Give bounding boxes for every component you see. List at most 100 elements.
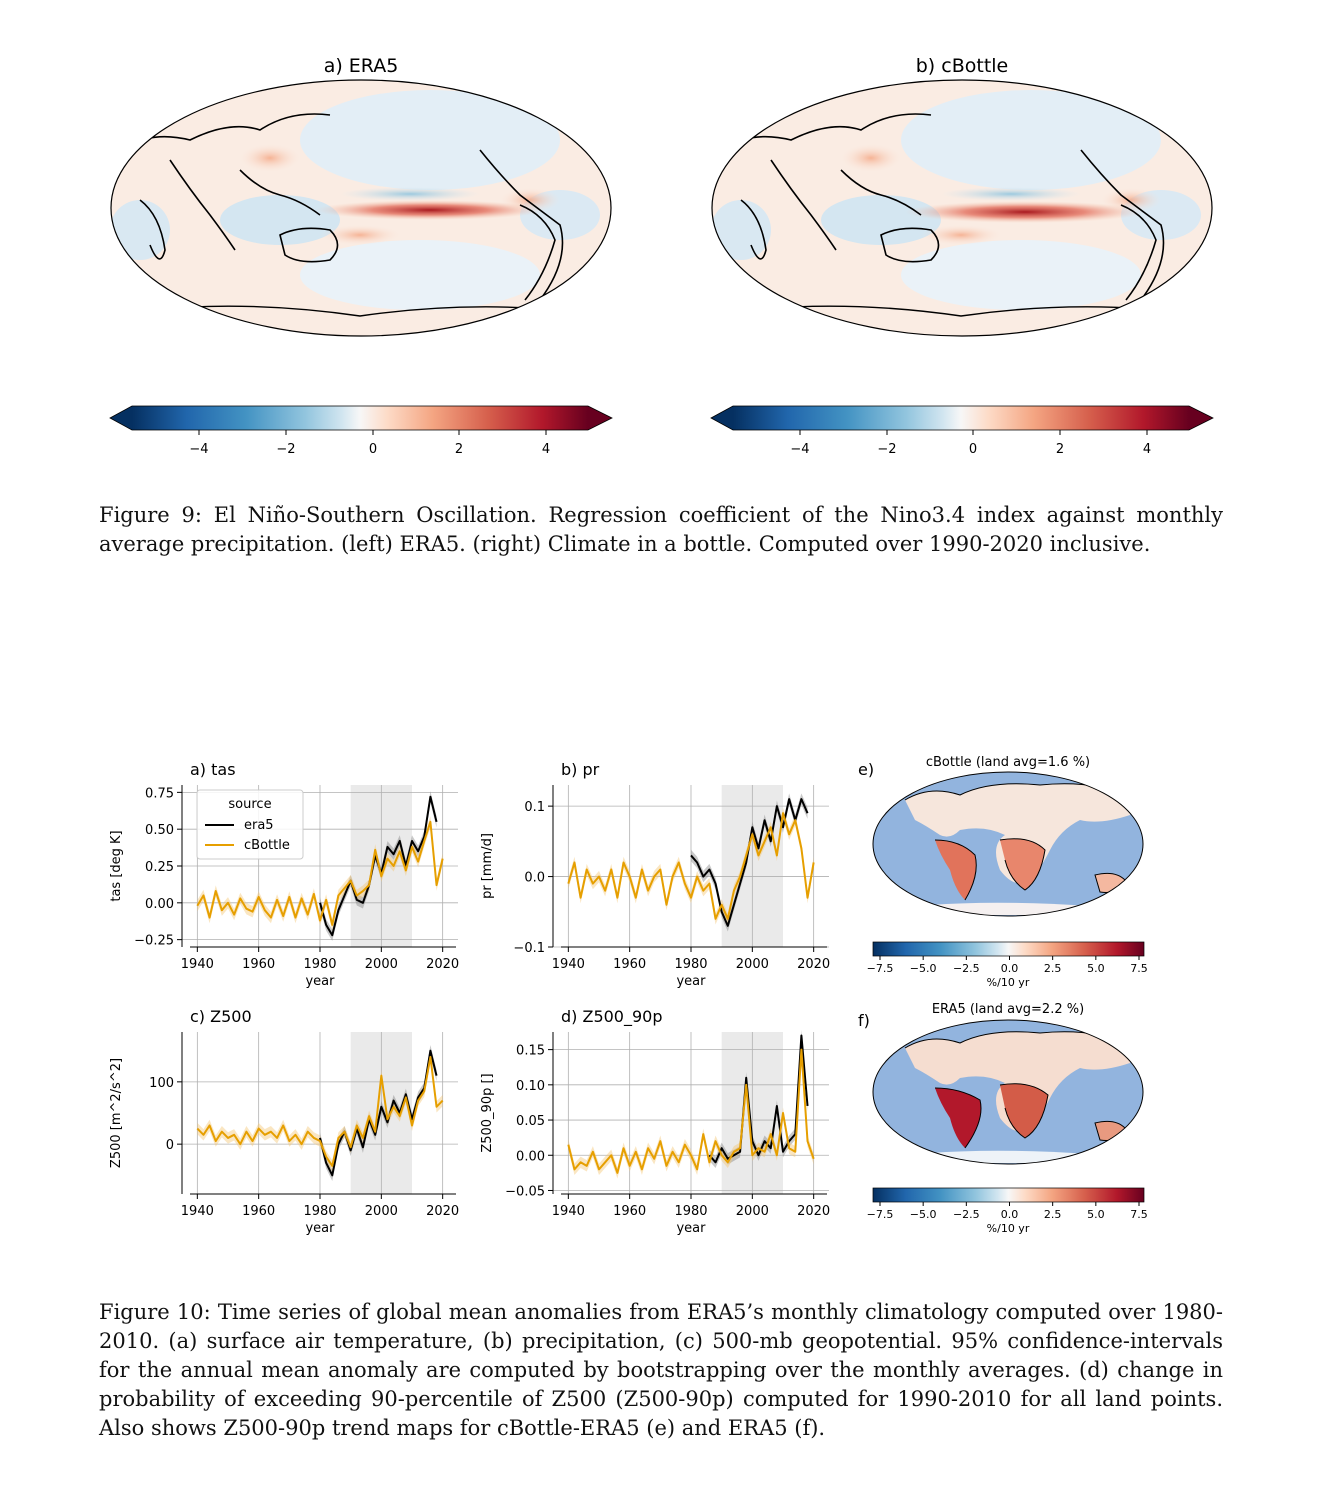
- trend-colorbar-tick-label: 0.0: [1001, 962, 1019, 975]
- panel-title: b) pr: [561, 760, 600, 779]
- figure-10-caption: Figure 10: Time series of global mean an…: [99, 1300, 1223, 1440]
- y-axis-label: pr [mm/d]: [480, 833, 495, 899]
- enso-map-era5: a) ERA5 −4 −2 0: [109, 55, 613, 457]
- y-axis-label: Z500_90p []: [480, 1073, 495, 1152]
- map-title: ERA5 (land avg=2.2 %): [932, 1002, 1084, 1017]
- legend-entry-era5: era5: [244, 818, 274, 833]
- trend-colorbar-tick-label: 2.5: [1044, 1208, 1062, 1221]
- figure-10: 1940 1960 1980 2000 20200.750.500.250.00−0.2…: [109, 755, 1148, 1236]
- y-tick-label: −0.05: [505, 1184, 545, 1199]
- y-axis-label: tas [deg K]: [109, 830, 124, 901]
- trend-colorbar-tick-label: 7.5: [1130, 962, 1148, 975]
- y-tick-label: 0.50: [145, 823, 174, 838]
- colorbar-tick: 0: [969, 442, 977, 457]
- y-tick-label: 0.0: [524, 871, 545, 886]
- panel-title: c) Z500: [190, 1007, 252, 1026]
- y-tick-label: −0.25: [134, 934, 174, 949]
- series-era5-line: [708, 1034, 809, 1164]
- series-cBottle-line: [196, 1055, 444, 1167]
- x-tick-label: 1940: [552, 1204, 585, 1219]
- colorbar-tick: 4: [1143, 442, 1151, 457]
- trend-colorbar-tick-label: 7.5: [1130, 1208, 1148, 1221]
- x-tick-label: 2000: [365, 957, 398, 972]
- y-tick-label: 0.05: [516, 1114, 545, 1129]
- x-tick-label: 1940: [181, 1204, 214, 1219]
- x-axis-label: year: [676, 974, 706, 989]
- trend-colorbar-tick-label: 2.5: [1044, 962, 1062, 975]
- y-tick-label: 0.75: [145, 786, 174, 801]
- x-tick-label: 1980: [303, 957, 336, 972]
- y-tick-label: 0.25: [145, 860, 174, 875]
- panel-title: a) tas: [190, 760, 236, 779]
- panel-pr: 1940 1960 1980 2000 2020 0.1 0.0 −0.1 b) pr year p…: [480, 760, 830, 989]
- colorbar-tick: 2: [1056, 442, 1064, 457]
- colorbar-tick: 2: [455, 442, 463, 457]
- y-tick-label: 0.15: [516, 1044, 545, 1059]
- series-cBottle-band: [197, 1051, 443, 1172]
- x-tick-label: 1940: [552, 957, 585, 972]
- figure-9: a) ERA5 −4 −2 0: [109, 55, 1214, 457]
- x-tick-label: 2020: [426, 1204, 459, 1219]
- x-tick-label: 2000: [365, 1204, 398, 1219]
- colorbar-tick: 4: [542, 442, 550, 457]
- colorbar-tick: −2: [276, 442, 295, 457]
- x-tick-label: 1980: [303, 1204, 336, 1219]
- colorbar-tick: −2: [877, 442, 896, 457]
- legend: source era5 cBottle: [196, 789, 304, 860]
- series-cBottle-band: [197, 816, 443, 931]
- trend-colorbar-tick-label: −2.5: [953, 1208, 980, 1221]
- trend-colorbar-tick-label: −7.5: [867, 962, 894, 975]
- trend-colorbar-tick-label: 5.0: [1087, 962, 1105, 975]
- y-tick-label: −0.1: [513, 941, 545, 956]
- x-axis-label: year: [305, 974, 335, 989]
- y-tick-label: 0: [166, 1138, 174, 1153]
- panel-letter: f): [858, 1011, 870, 1030]
- trend-colorbar-tick-label: −5.0: [910, 1208, 937, 1221]
- panel-letter: e): [858, 760, 874, 779]
- x-tick-label: 2000: [736, 1204, 769, 1219]
- panel-z500: 1940 1960 1980 2000 2020 100 0 c) Z500 year Z500 …: [109, 1007, 459, 1236]
- legend-title: source: [228, 797, 271, 812]
- x-axis-label: year: [305, 1221, 335, 1236]
- x-tick-label: 2000: [736, 957, 769, 972]
- x-tick-label: 1960: [242, 1204, 275, 1219]
- y-tick-label: 0.00: [145, 897, 174, 912]
- x-tick-label: 1960: [613, 1204, 646, 1219]
- series-cBottle-line: [567, 812, 815, 920]
- colorbar-tick: −4: [790, 442, 809, 457]
- y-tick-label: 0.1: [524, 800, 545, 815]
- x-tick-label: 1940: [181, 957, 214, 972]
- y-tick-label: 100: [149, 1076, 174, 1091]
- x-tick-label: 1960: [242, 957, 275, 972]
- map-title: cBottle (land avg=1.6 %): [926, 755, 1090, 770]
- trend-colorbar-tick-label: −5.0: [910, 962, 937, 975]
- colorbar-tick: −4: [189, 442, 208, 457]
- x-tick-label: 2020: [426, 957, 459, 972]
- x-axis-label: year: [676, 1221, 706, 1236]
- x-tick-label: 1980: [674, 1204, 707, 1219]
- trend-colorbar-tick-label: −7.5: [867, 1208, 894, 1221]
- panel-title: d) Z500_90p: [561, 1007, 663, 1027]
- enso-map-cbottle: b) cBottle −4 −2 0: [710, 55, 1214, 457]
- trend-colorbar-tick-label: 0.0: [1001, 1208, 1019, 1221]
- trend-colorbar-label: %/10 yr: [987, 1222, 1030, 1235]
- map-title: b) cBottle: [916, 55, 1009, 77]
- panel-z90: 1940 1960 1980 2000 2020 0.15 0.10 0.05 0.00 −0.0…: [480, 1007, 830, 1236]
- y-tick-label: 0.00: [516, 1149, 545, 1164]
- trend-colorbar-tick-label: 5.0: [1087, 1208, 1105, 1221]
- figure-9-caption: Figure 9: El Niño-Southern Oscillation. …: [99, 503, 1223, 556]
- y-tick-label: 0.10: [516, 1079, 545, 1094]
- trend-colorbar-tick-label: −2.5: [953, 962, 980, 975]
- panel-tas: 1940 1960 1980 2000 2020 0.75 0.50 0.25 0.00 −0.2…: [109, 760, 459, 989]
- trend-map-era5: f) ERA5 (land avg=2.2 %): [858, 1002, 1145, 1203]
- x-tick-label: 2020: [797, 957, 830, 972]
- series-cBottle-line: [567, 1048, 815, 1174]
- colorbar-tick: 0: [369, 442, 377, 457]
- series-cBottle-band: [568, 1043, 814, 1179]
- trend-colorbar-label: %/10 yr: [987, 976, 1030, 989]
- series-cBottle-line: [196, 820, 444, 926]
- x-tick-label: 2020: [797, 1204, 830, 1219]
- trend-map-cbottle: e) cBottle (land avg=1.6 %): [858, 755, 1145, 957]
- y-axis-label: Z500 [m^2/s^2]: [109, 1058, 124, 1168]
- legend-entry-cbottle: cBottle: [244, 838, 290, 853]
